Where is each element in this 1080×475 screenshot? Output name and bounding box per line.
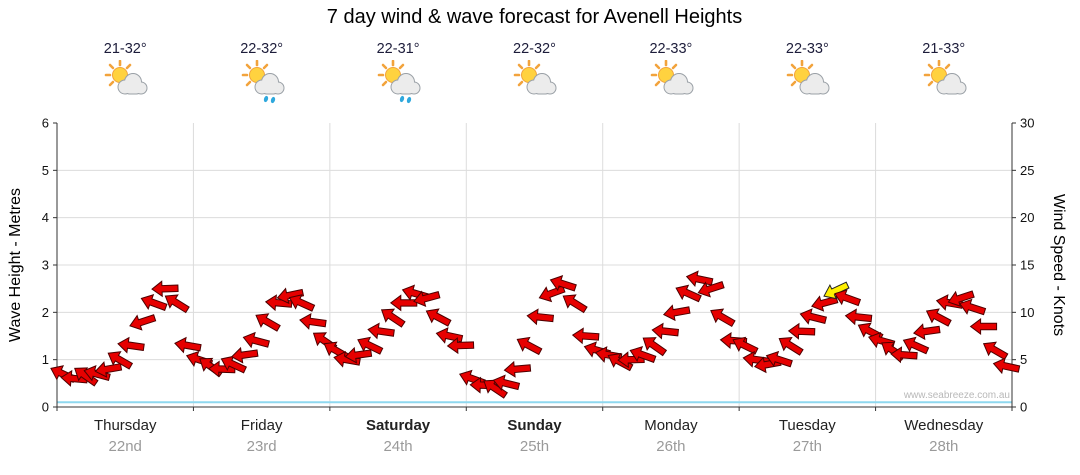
rain-drops-icon [399, 95, 412, 104]
sun-cloud-icon [377, 60, 421, 104]
weather-icon-cell [330, 60, 466, 106]
svg-text:5: 5 [42, 163, 49, 178]
temperature-row: 21-32° 22-32° 22-31° 22-32° 22-33° 22-33… [57, 41, 1012, 57]
svg-text:0: 0 [42, 400, 49, 415]
day-name: Sunday [507, 417, 562, 434]
day-name: Tuesday [778, 417, 836, 434]
watermark: www.seabreeze.com.au [903, 390, 1010, 401]
weather-icon-cell [193, 60, 329, 106]
weather-icon-cell [739, 60, 875, 106]
svg-text:25: 25 [1020, 163, 1034, 178]
sun-cloud-icon [650, 60, 694, 95]
day-temp: 22-32° [240, 41, 284, 57]
svg-text:0: 0 [1020, 400, 1027, 415]
page-title: 7 day wind & wave forecast for Avenell H… [326, 6, 743, 28]
day-temp: 21-33° [922, 41, 966, 57]
day-date: 28th [929, 438, 959, 455]
day-name: Thursday [93, 417, 157, 434]
cloud-icon [390, 73, 421, 95]
day-label: Wednesday 28th [876, 417, 1012, 455]
day-label: Thursday 22nd [57, 417, 193, 455]
day-temp: 22-32° [513, 41, 556, 57]
day-name: Friday [240, 417, 283, 434]
day-date: 24th [383, 438, 413, 455]
svg-text:5: 5 [1020, 352, 1027, 367]
cloud-icon [254, 73, 285, 95]
svg-text:30: 30 [1020, 116, 1034, 131]
day-date: 23rd [246, 438, 277, 455]
svg-text:20: 20 [1020, 210, 1034, 225]
day-label: Friday 23rd [193, 417, 329, 455]
day-label: Monday 26th [603, 417, 739, 455]
day-temp: 22-33° [649, 41, 693, 57]
sun-cloud-icon [514, 60, 557, 95]
rain-drops-icon [263, 95, 275, 104]
day-date: 25th [519, 438, 550, 455]
day-name: Wednesday [904, 417, 984, 434]
weather-icon-cell [603, 60, 739, 106]
day-date: 22nd [108, 438, 142, 455]
cloud-icon [799, 73, 830, 95]
svg-text:4: 4 [42, 210, 49, 225]
day-temp: 21-32° [103, 41, 147, 57]
svg-text:3: 3 [42, 258, 49, 273]
weather-icon-cell [466, 60, 602, 106]
day-label-row: Thursday 22nd Friday 23rd Saturday 24th Sun… [57, 417, 1012, 455]
sun-cloud-icon [104, 60, 148, 95]
svg-text:10: 10 [1020, 305, 1034, 320]
day-name: Saturday [365, 417, 431, 434]
cloud-icon [663, 73, 694, 95]
day-label: Saturday 24th [330, 417, 466, 455]
cloud-icon [936, 73, 967, 95]
weather-icon-cell [57, 60, 193, 106]
day-date: 26th [656, 438, 686, 455]
svg-text:1: 1 [42, 352, 49, 367]
sun-cloud-icon [787, 60, 830, 95]
cloud-icon [117, 73, 148, 95]
sun-cloud-icon [241, 60, 285, 104]
weather-icon-cell [876, 60, 1012, 106]
day-label: Sunday 25th [466, 417, 602, 455]
svg-text:2: 2 [42, 305, 49, 320]
weather-icon-row [57, 60, 1012, 106]
sun-cloud-icon [923, 60, 967, 95]
svg-text:15: 15 [1020, 258, 1034, 273]
day-temp: 22-33° [785, 41, 829, 57]
right-axis-title: Wind Speed - Knots [1050, 193, 1067, 337]
left-axis-title: Wave Height - Metres [7, 187, 24, 343]
day-temp: 22-31° [376, 41, 420, 57]
cloud-icon [526, 73, 557, 95]
day-label: Tuesday 27th [739, 417, 875, 455]
day-name: Monday [644, 417, 698, 434]
svg-text:6: 6 [42, 116, 49, 131]
day-date: 27th [792, 438, 822, 455]
